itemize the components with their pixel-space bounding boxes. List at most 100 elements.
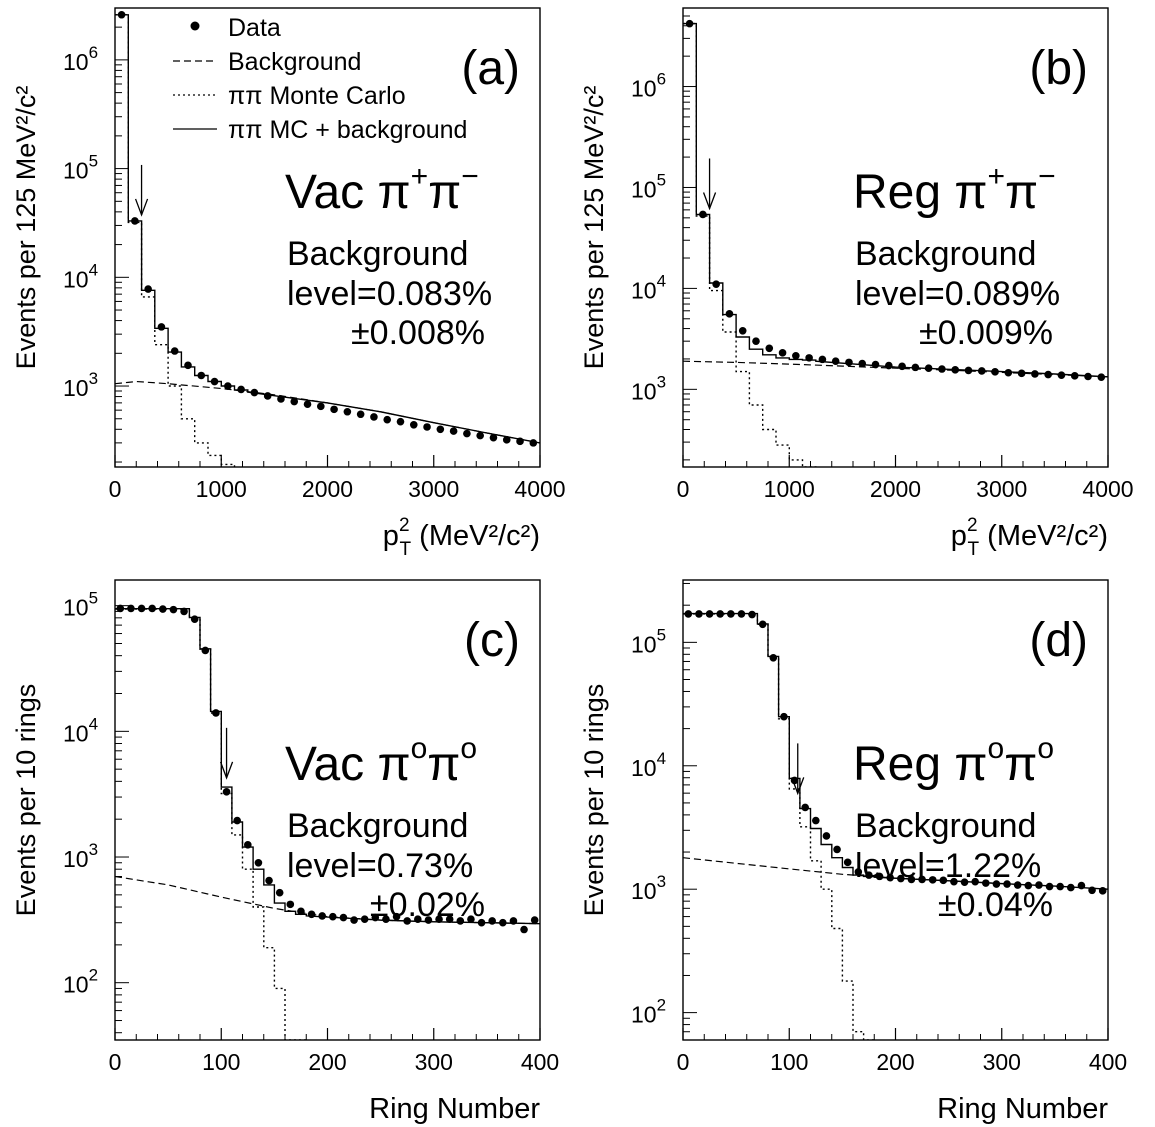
y-tick-label: 106	[63, 43, 98, 75]
data-point	[886, 873, 894, 882]
data-point	[897, 874, 905, 883]
background-curve	[683, 360, 1108, 378]
data-point	[250, 388, 259, 397]
data-point	[1004, 368, 1013, 377]
data-point	[964, 366, 973, 375]
data-point	[169, 605, 178, 614]
chart-panel: 0 1000 2000 3000 4000 103 104 105 106 Events per …	[11, 7, 566, 560]
background-heading: Background	[855, 235, 1036, 273]
data-point	[858, 359, 867, 368]
data-point	[224, 382, 232, 390]
y-tick-label: 105	[63, 152, 98, 184]
legend-label: Data	[228, 14, 281, 42]
cut-arrow	[791, 743, 805, 796]
data-point	[396, 417, 405, 426]
data-point	[343, 407, 352, 416]
data-point	[237, 385, 245, 394]
data-point	[812, 816, 820, 825]
data-point	[499, 918, 507, 927]
background-level-error: ±0.009%	[919, 314, 1053, 352]
background-level: level=0.089%	[855, 275, 1060, 313]
data-point	[854, 868, 863, 876]
x-tick-label: 200	[308, 1049, 346, 1075]
x-tick-label: 200	[876, 1049, 914, 1075]
data-point	[318, 912, 326, 920]
data-point	[716, 610, 724, 618]
data-point	[951, 366, 960, 374]
data-point	[971, 877, 979, 886]
y-tick-label: 103	[631, 372, 666, 404]
x-tick-label: 0	[677, 1049, 690, 1075]
x-tick-label: 4000	[1082, 476, 1133, 502]
data-point	[127, 604, 135, 613]
y-tick-label: 103	[63, 840, 98, 872]
data-point	[445, 915, 454, 924]
y-tick-label: 102	[63, 966, 98, 998]
x-tick-label: 1000	[196, 476, 247, 502]
data-point	[801, 803, 809, 812]
data-point	[737, 610, 746, 618]
data-point	[254, 858, 263, 867]
x-tick-label: 0	[109, 1049, 122, 1075]
x-tick-label: 400	[521, 1049, 559, 1075]
y-axis-label: Events per 125 MeV²/c²	[11, 86, 41, 370]
panel-label: (d)	[1029, 614, 1088, 667]
background-level: level=1.22%	[855, 847, 1041, 885]
data-point	[424, 916, 433, 924]
legend: Data Background ππ Monte Carlo ππ MC + back…	[173, 14, 467, 144]
data-point	[712, 280, 720, 289]
data-point	[684, 610, 693, 618]
x-tick-label: 0	[677, 476, 690, 502]
background-level: level=0.73%	[287, 847, 473, 885]
data-point	[738, 327, 747, 335]
data-point	[725, 310, 734, 318]
data-point	[137, 604, 146, 613]
data-point	[330, 405, 338, 414]
data-point	[286, 900, 295, 909]
data-point	[190, 615, 199, 624]
chart-panel: 0 1000 2000 3000 4000 103 104 105 106 Events per …	[579, 7, 1134, 560]
y-tick-label: 105	[631, 170, 666, 202]
data-point	[780, 712, 788, 721]
data-point	[918, 875, 926, 884]
data-point	[467, 915, 475, 924]
data-point	[1084, 372, 1092, 381]
data-point	[131, 217, 139, 225]
data-point	[265, 876, 273, 885]
data-point	[317, 402, 325, 411]
data-point	[297, 907, 305, 916]
cut-arrow	[134, 164, 149, 217]
data-point	[197, 371, 206, 380]
data-point	[911, 363, 920, 372]
data-point	[695, 610, 703, 618]
background-level: level=0.083%	[287, 275, 492, 313]
data-point	[752, 337, 760, 345]
data-point	[449, 427, 458, 435]
data-point	[409, 420, 418, 429]
data-point	[116, 604, 125, 613]
x-tick-label: 3000	[976, 476, 1027, 502]
mc-histogram	[115, 608, 307, 1040]
panel-label: (a)	[461, 42, 520, 95]
data-point	[1088, 886, 1096, 895]
data-point	[436, 425, 445, 434]
data-point	[477, 918, 486, 927]
data-point	[1035, 881, 1043, 889]
data-point	[371, 913, 380, 922]
x-tick-label: 300	[983, 1049, 1021, 1075]
data-point	[307, 910, 316, 919]
data-point	[1003, 880, 1011, 888]
data-point	[843, 858, 852, 867]
y-tick-label: 103	[631, 872, 666, 904]
y-tick-label: 105	[63, 589, 98, 621]
data-point	[845, 358, 853, 367]
data-point	[792, 351, 800, 360]
data-point	[170, 347, 179, 355]
data-point	[212, 709, 220, 717]
y-tick-label: 103	[63, 369, 98, 401]
data-point	[509, 917, 518, 925]
cut-arrow	[219, 727, 234, 780]
y-axis-label: Events per 10 rings	[579, 684, 609, 917]
x-axis-label: Ring Number	[937, 1093, 1108, 1125]
data-point	[210, 377, 219, 386]
